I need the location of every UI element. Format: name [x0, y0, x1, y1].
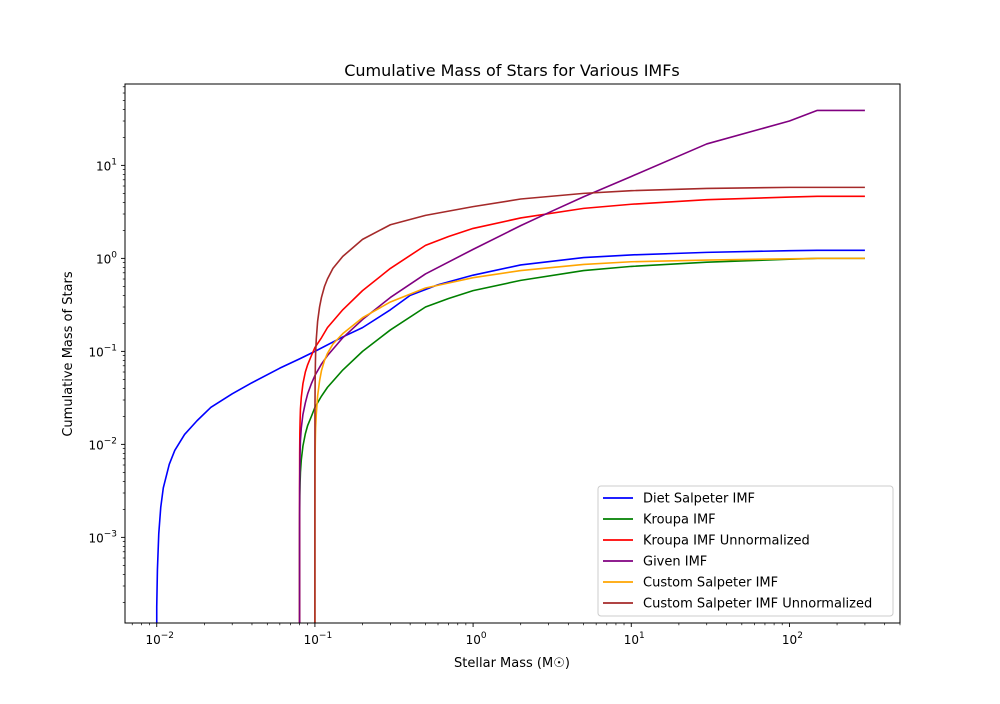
legend-label: Custom Salpeter IMF Unnormalized [643, 597, 872, 612]
y-axis-label: Cumulative Mass of Stars [61, 271, 76, 437]
x-tick-label: 10−1 [304, 631, 333, 647]
y-tick-label: 100 [96, 250, 117, 266]
y-tick-label: 10−1 [88, 343, 117, 359]
x-axis-label: Stellar Mass (M☉) [454, 656, 570, 671]
legend-label: Kroupa IMF Unnormalized [643, 534, 810, 549]
y-tick-label: 10−3 [88, 529, 117, 545]
series-line-1 [155, 249, 865, 623]
legend-label: Custom Salpeter IMF [643, 576, 778, 591]
legend-box [597, 485, 894, 617]
x-axis-ticks: 10−2 10−1 100 101 102 [131, 623, 901, 647]
legend-label: Given IMF [643, 555, 707, 570]
x-tick-label: 100 [466, 631, 487, 647]
x-tick-label: 101 [624, 631, 645, 647]
chart-title: Cumulative Mass of Stars for Various IMF… [344, 61, 680, 80]
y-tick-label: 10−2 [88, 436, 117, 452]
series-line-6 [314, 186, 865, 623]
legend-label: Diet Salpeter IMF [643, 492, 755, 507]
legend: Diet Salpeter IMF Kroupa IMF Kroupa IMF Un… [597, 485, 894, 617]
x-tick-label: 102 [782, 631, 803, 647]
series-line-3 [298, 195, 865, 623]
series-layer [155, 109, 865, 623]
y-axis-ticks: 10−3 10−2 10−1 100 101 [88, 86, 125, 603]
series-line-4 [298, 109, 865, 623]
axes-frame [124, 83, 901, 624]
y-tick-label: 101 [96, 157, 117, 173]
x-tick-label: 10−2 [145, 631, 174, 647]
legend-label: Kroupa IMF [643, 513, 716, 528]
